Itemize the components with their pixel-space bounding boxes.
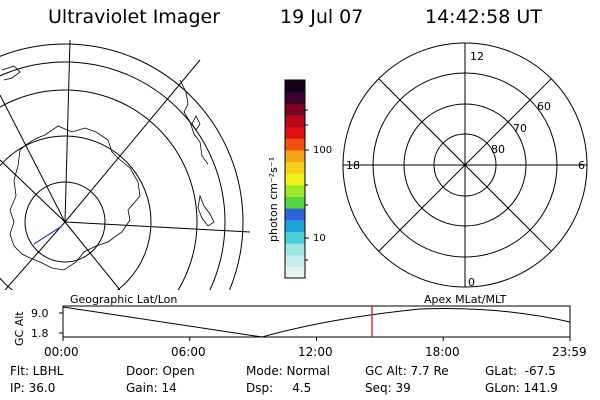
colorbar-band [285,126,305,139]
mlat-label-60: 60 [537,100,551,113]
mlt-label-18: 18 [346,159,360,172]
glat-info: GLat: -67.5 [485,364,556,378]
colorbar-tick-label: 100 [313,145,332,156]
altitude-y-tick: 9.0 [31,307,49,320]
mlt-diagonal [378,78,552,252]
altitude-curve [62,306,571,338]
door-info: Door: Open [126,364,195,378]
mlt-label-6: 6 [578,159,585,172]
geographic-map [0,40,250,290]
gc-alt-info: GC Alt: 7.7 Re [365,364,449,378]
meridian [64,221,121,290]
polar-plot [342,42,588,288]
gain-info: Gain: 14 [126,381,177,395]
colorbar-band [285,208,305,221]
colorbar-band [285,149,305,163]
meridian [64,40,71,223]
glon-info: GLon: 141.9 [485,381,558,395]
meridian [0,94,66,223]
date-label: 19 Jul 07 [280,6,364,28]
seq-info: Seq: 39 [365,381,411,395]
colorbar-band [285,138,305,151]
mlt-label-12: 12 [470,50,484,63]
colorbar-band [285,266,305,279]
coastline [191,115,201,131]
time-tick-label: 00:00 [44,345,79,359]
colorbar-band [285,114,305,128]
dsp-info: Dsp: 4.5 [246,381,312,395]
meridian [0,159,66,223]
coastline [9,125,141,271]
meridian [64,59,201,223]
polar-plot-label: Apex MLat/MLT [424,293,507,306]
colorbar-band [285,173,305,186]
lat-circle [0,43,244,290]
colorbar: 100 10 photon cm⁻²s⁻¹ [267,79,332,279]
colorbar-band [285,243,305,256]
meridian [64,221,250,233]
meridian [4,221,66,290]
colorbar-band [285,80,305,93]
altitude-plot [59,305,571,341]
colorbar-frame [284,79,306,279]
lat-circle [0,135,152,290]
coastline [179,79,209,165]
mode-info: Mode: Normal [246,364,330,378]
mlt-label-0: 0 [468,276,475,289]
coastline [1,65,21,81]
altitude-y-tick: 1.8 [31,327,49,340]
colorbar-band [285,219,305,232]
time-tick-label: 18:00 [425,345,460,359]
colorbar-unit-label: photon cm⁻²s⁻¹ [267,157,280,242]
mlat-label-70: 70 [513,122,527,135]
colorbar-band [285,161,305,174]
filter-info: Flt: LBHL [10,364,64,378]
time-tick-label: 06:00 [171,345,206,359]
lat-circle [24,181,106,263]
time-tick-label: 12:00 [298,345,333,359]
colorbar-band [285,184,305,197]
colorbar-band [285,103,305,116]
satellite-track [33,225,63,245]
instrument-title: Ultraviolet Imager [48,6,221,28]
altitude-axis-label: GC Alt [13,311,26,346]
time-label: 14:42:58 UT [425,6,542,28]
ip-info: IP: 36.0 [10,381,56,395]
colorbar-band [285,196,305,209]
colorbar-band [285,254,305,267]
colorbar-band [285,231,305,244]
colorbar-tick-label: 10 [313,233,326,244]
geographic-map-label: Geographic Lat/Lon [70,293,178,306]
colorbar-band [285,91,305,104]
time-tick-label: 23:59 [552,345,587,359]
lat-circle [0,61,226,290]
coastline [197,194,215,227]
lat-circle [0,89,198,290]
mlat-label-80: 80 [491,143,505,156]
